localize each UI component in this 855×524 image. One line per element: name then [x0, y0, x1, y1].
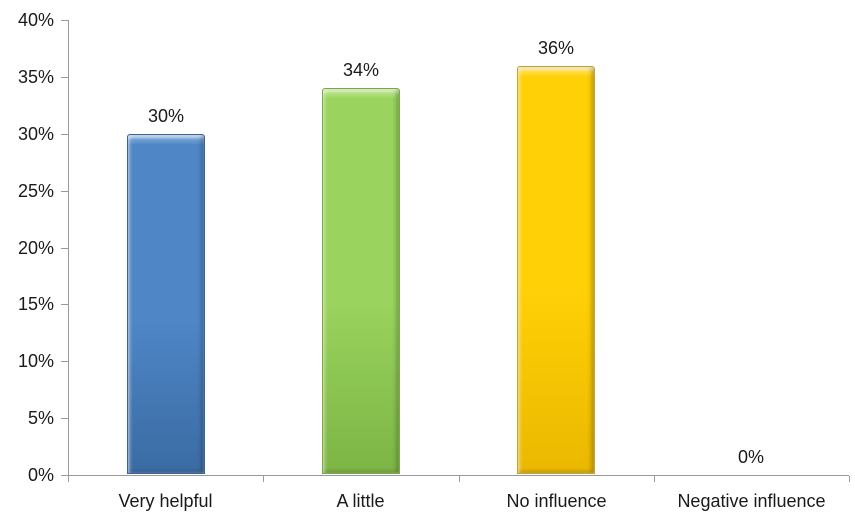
y-axis-tick [61, 133, 68, 135]
bar-no-influence [517, 65, 595, 474]
data-label-negative-influence: 0% [737, 447, 764, 467]
x-axis-tick [654, 476, 655, 482]
x-axis-tick [263, 476, 264, 482]
bar-very-helpful [127, 133, 205, 474]
data-label-no-influence: 36% [537, 38, 575, 58]
y-axis-tick [61, 361, 68, 363]
y-axis-tick-label: 40% [17, 10, 54, 30]
bar-a-little [322, 88, 400, 474]
category-label-very-helpful: Very helpful [118, 491, 213, 511]
category-label-a-little: A little [336, 491, 385, 511]
x-axis-tick [68, 476, 69, 482]
data-label-very-helpful: 30% [147, 106, 185, 126]
y-axis-tick-label: 5% [27, 408, 54, 429]
y-axis-tick [61, 475, 68, 476]
y-axis-line [68, 20, 69, 475]
y-axis-tick-label: 0% [27, 465, 54, 485]
y-axis-tick [61, 190, 68, 192]
y-axis-tick-label: 35% [17, 66, 54, 87]
y-axis-tick [61, 20, 68, 21]
x-axis-tick [849, 476, 850, 482]
y-axis-tick-label: 25% [17, 180, 54, 201]
y-axis-tick [61, 304, 68, 306]
category-label-negative-influence: Negative influence [677, 491, 826, 511]
data-label-a-little: 34% [342, 60, 380, 80]
x-axis-tick [459, 476, 460, 482]
y-axis-tick [61, 76, 68, 78]
y-axis-tick-label: 10% [17, 351, 54, 372]
y-axis-tick-label: 20% [17, 237, 54, 258]
x-axis-line [68, 475, 849, 476]
y-axis-tick [61, 418, 68, 420]
category-label-no-influence: No influence [506, 491, 607, 511]
y-axis-tick-label: 30% [17, 123, 54, 144]
y-axis-tick [61, 247, 68, 249]
y-axis-tick-label: 15% [17, 294, 54, 315]
